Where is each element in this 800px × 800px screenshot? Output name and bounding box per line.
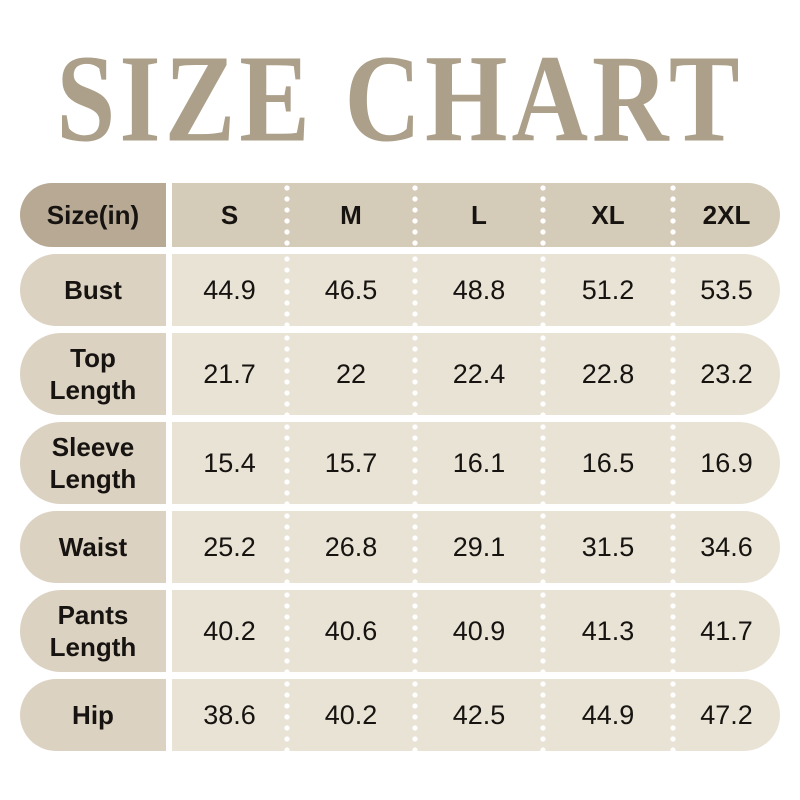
value-cell: 40.6 [284,590,415,672]
row-label: Hip [20,679,166,751]
unit-header-cell: Size(in) [20,183,166,247]
size-table: Size(in) S M L XL 2XL Bust 44.9 46.5 48.… [20,183,780,751]
value-cell: 41.3 [540,590,673,672]
header-data-strip: S M L XL 2XL [172,183,780,247]
value-cell: 40.9 [412,590,543,672]
value-cell: 16.9 [670,422,780,504]
row-data-strip: 25.2 26.8 29.1 31.5 34.6 [172,511,780,583]
value-cell: 41.7 [670,590,780,672]
value-cell: 23.2 [670,333,780,415]
value-cell: 42.5 [412,679,543,751]
value-cell: 21.7 [203,358,256,389]
row-data-strip: 44.9 46.5 48.8 51.2 53.5 [172,254,780,326]
value-cell: 16.1 [412,422,543,504]
column-header-m: M [284,183,415,247]
table-header-row: Size(in) S M L XL 2XL [20,183,780,247]
value-cell: 16.5 [540,422,673,504]
value-cell: 26.8 [284,511,415,583]
value-cell: 15.7 [284,422,415,504]
value-cell: 44.9 [540,679,673,751]
value-cell: 15.4 [203,447,256,478]
column-header-xl: XL [540,183,673,247]
value-cell: 22.4 [412,333,543,415]
table-row-hip: Hip 38.6 40.2 42.5 44.9 47.2 [20,679,780,751]
row-data-strip: 21.7 22 22.4 22.8 23.2 [172,333,780,415]
value-cell: 34.6 [670,511,780,583]
table-row-waist: Waist 25.2 26.8 29.1 31.5 34.6 [20,511,780,583]
value-cell: 29.1 [412,511,543,583]
row-label: Waist [20,511,166,583]
table-row-top-length: Top Length 21.7 22 22.4 22.8 23.2 [20,333,780,415]
column-header-l: L [412,183,543,247]
value-cell: 40.2 [284,679,415,751]
column-header-2xl: 2XL [670,183,780,247]
page-title: SIZE CHART [56,29,744,168]
value-cell: 44.9 [203,274,256,305]
row-data-strip: 15.4 15.7 16.1 16.5 16.9 [172,422,780,504]
row-data-strip: 38.6 40.2 42.5 44.9 47.2 [172,679,780,751]
value-cell: 48.8 [412,254,543,326]
value-cell: 51.2 [540,254,673,326]
value-cell: 40.2 [203,615,256,646]
value-cell: 22 [284,333,415,415]
table-row-sleeve-length: Sleeve Length 15.4 15.7 16.1 16.5 16.9 [20,422,780,504]
table-row-pants-length: Pants Length 40.2 40.6 40.9 41.3 41.7 [20,590,780,672]
table-row-bust: Bust 44.9 46.5 48.8 51.2 53.5 [20,254,780,326]
value-cell: 31.5 [540,511,673,583]
row-label: Top Length [20,333,166,415]
value-cell: 53.5 [670,254,780,326]
row-label: Sleeve Length [20,422,166,504]
value-cell: 38.6 [203,699,256,730]
value-cell: 47.2 [670,679,780,751]
row-label: Bust [20,254,166,326]
row-data-strip: 40.2 40.6 40.9 41.3 41.7 [172,590,780,672]
column-header-s: S [220,199,239,230]
size-chart-page: SIZE CHART Size(in) S M L XL 2XL Bust 44… [0,29,800,800]
row-label: Pants Length [20,590,166,672]
value-cell: 46.5 [284,254,415,326]
value-cell: 25.2 [203,531,256,562]
value-cell: 22.8 [540,333,673,415]
